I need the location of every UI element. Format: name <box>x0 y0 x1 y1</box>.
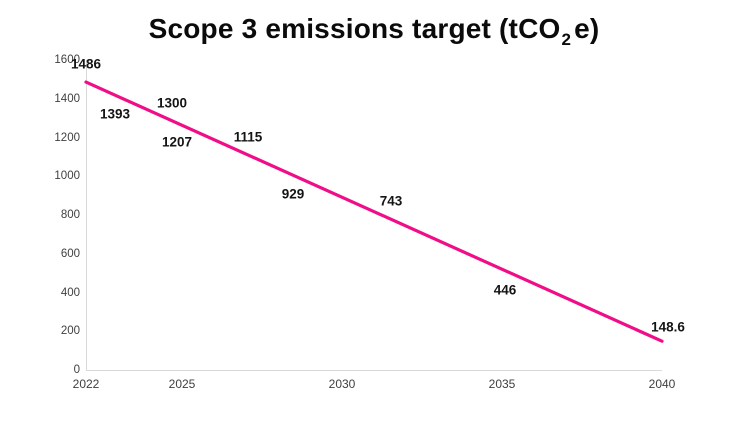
data-label: 929 <box>281 186 305 202</box>
y-axis-tick-label: 1400 <box>54 92 80 105</box>
y-axis-tick-label: 800 <box>60 209 80 221</box>
x-axis-tick-label: 2035 <box>488 377 516 391</box>
data-label: 1300 <box>156 95 188 111</box>
x-axis-tick-label: 2025 <box>168 377 196 391</box>
data-label: 148.6 <box>651 319 685 335</box>
y-axis-tick-label: 400 <box>60 286 80 299</box>
y-axis-line <box>86 60 87 370</box>
y-axis-tick-label: 1000 <box>54 170 80 183</box>
chart-title: Scope 3 emissions target (tCO2 e) <box>86 13 662 49</box>
y-axis-tick-label: 1600 <box>54 54 80 66</box>
data-label: 1207 <box>161 134 193 150</box>
data-label: 1393 <box>99 106 131 122</box>
chart-title-prefix: Scope 3 emissions target (tCO <box>148 13 561 44</box>
y-axis-tick-label: 600 <box>60 247 80 260</box>
y-axis-tick-label: 200 <box>60 325 80 338</box>
emissions-target-line <box>84 80 664 343</box>
x-axis-tick-label: 2040 <box>648 377 676 391</box>
chart-title-suffix: e) <box>574 13 600 44</box>
x-axis-tick-label: 2022 <box>72 377 100 391</box>
y-axis-tick-label: 0 <box>73 364 80 376</box>
data-label: 446 <box>493 282 517 298</box>
data-label: 1486 <box>70 56 102 72</box>
x-axis-tick-label: 2030 <box>328 377 356 391</box>
data-label: 1115 <box>233 129 263 145</box>
x-axis-line <box>86 370 662 371</box>
y-axis-tick-label: 1200 <box>54 131 80 144</box>
chart-title-subscript: 2 <box>561 30 572 49</box>
data-label: 743 <box>379 193 403 209</box>
